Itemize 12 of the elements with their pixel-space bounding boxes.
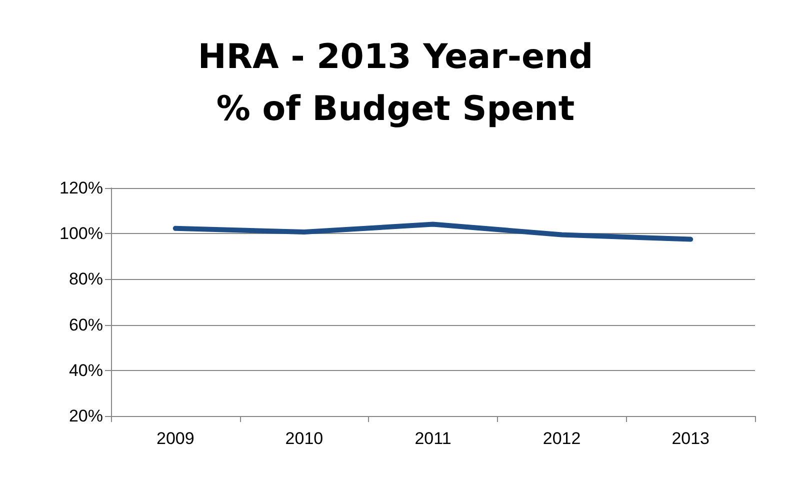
x-tick-label: 2013 (672, 429, 710, 448)
chart-title: HRA - 2013 Year-end % of Budget Spent (198, 37, 594, 129)
y-tick-label: 60% (68, 315, 103, 334)
y-tick-label: 40% (68, 360, 103, 380)
x-tick-label: 2011 (414, 429, 452, 448)
y-tick-label: 100% (60, 224, 103, 244)
y-tick-label: 120% (60, 178, 103, 198)
x-tick-label: 2012 (542, 429, 581, 448)
x-tick-label: 2009 (156, 429, 194, 448)
y-tick-label: 80% (68, 270, 103, 289)
x-tick-label: 2010 (285, 429, 324, 448)
y-tick-label: 20% (68, 406, 103, 426)
